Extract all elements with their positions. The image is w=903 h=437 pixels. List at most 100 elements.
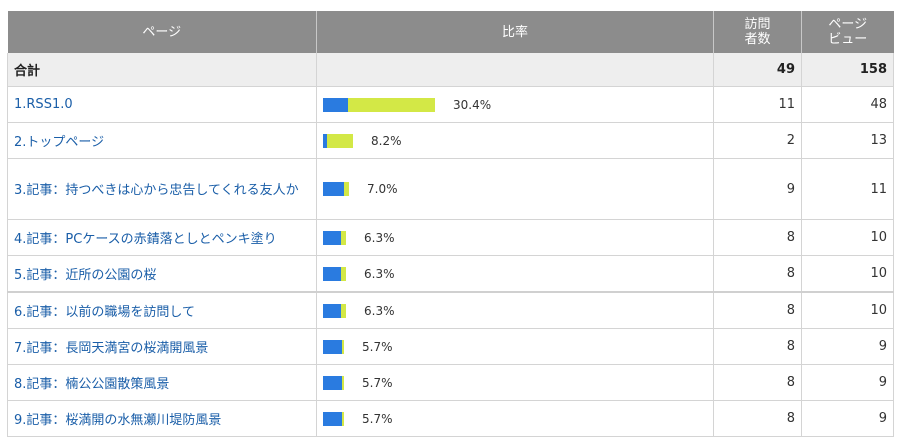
page-link[interactable]: 4.記事：PCケースの赤錆落としとペンキ塗り <box>14 232 277 247</box>
column-header-pageviews[interactable]: ページ ビュー <box>801 11 894 53</box>
column-header-visitors-line1: 訪問 <box>744 17 771 32</box>
pageviews-cell: 11 <box>801 158 894 220</box>
page-stats-table: ページ 比率 訪問 者数 ページ ビュー 合計 49 158 1.RSS1.0 3… <box>7 11 894 437</box>
rate-bar <box>323 375 344 390</box>
visitors-cell: 8 <box>713 328 802 365</box>
visitors-cell: 8 <box>713 400 802 437</box>
rate-percent: 6.3% <box>364 266 395 281</box>
page-link[interactable]: 1.RSS1.0 <box>14 97 73 112</box>
pageviews-cell: 10 <box>801 291 894 329</box>
rate-bar-visits <box>323 182 344 196</box>
rate-bar-visits <box>323 133 327 148</box>
total-pageviews: 158 <box>801 53 894 87</box>
rate-bar-views <box>341 266 346 281</box>
page-link[interactable]: 7.記事：長岡天満宮の桜満開風景 <box>14 341 209 356</box>
rate-bar-visits <box>323 266 341 281</box>
table-header-row: ページ 比率 訪問 者数 ページ ビュー <box>7 11 894 53</box>
pageviews-cell: 48 <box>801 86 894 123</box>
page-cell: 4.記事：PCケースの赤錆落としとペンキ塗り <box>7 219 317 256</box>
rate-bar-views <box>342 411 344 426</box>
table-row: 2.トップページ 8.2% 2 13 <box>7 122 894 159</box>
rate-bar-views <box>341 230 346 245</box>
page-link[interactable]: 5.記事：近所の公園の桜 <box>14 268 157 283</box>
rate-percent: 8.2% <box>371 133 402 148</box>
table-row: 5.記事：近所の公園の桜 6.3% 8 10 <box>7 255 894 293</box>
table-row: 3.記事：持つべきは心から忠告してくれる友人か 7.0% 9 11 <box>7 158 894 220</box>
table-row: 6.記事：以前の職場を訪問して 6.3% 8 10 <box>7 291 894 329</box>
column-header-pageviews-line1: ページ <box>828 17 868 32</box>
rate-percent: 6.3% <box>364 230 395 245</box>
rate-bar <box>323 182 349 196</box>
rate-bar-visits <box>323 339 342 354</box>
page-cell: 9.記事：桜満開の水無瀬川堤防風景 <box>7 400 317 437</box>
rate-bar-views <box>342 339 344 354</box>
rate-bar <box>323 339 344 354</box>
rate-cell: 6.3% <box>316 219 714 256</box>
rate-cell: 6.3% <box>316 255 714 293</box>
pageviews-cell: 10 <box>801 255 894 293</box>
page-link[interactable]: 8.記事：楠公公園散策風景 <box>14 377 170 392</box>
rate-bar-visits <box>323 97 348 112</box>
rate-cell: 5.7% <box>316 328 714 365</box>
rate-bar <box>323 97 435 112</box>
column-header-pageviews-line2: ビュー <box>828 32 868 47</box>
page-cell: 7.記事：長岡天満宮の桜満開風景 <box>7 328 317 365</box>
total-label: 合計 <box>7 53 317 87</box>
rate-cell: 7.0% <box>316 158 714 220</box>
page-link[interactable]: 6.記事：以前の職場を訪問して <box>14 305 196 320</box>
total-rate <box>316 53 714 87</box>
column-header-visitors[interactable]: 訪問 者数 <box>713 11 802 53</box>
rate-bar <box>323 230 346 245</box>
page-link[interactable]: 9.記事：桜満開の水無瀬川堤防風景 <box>14 413 222 428</box>
rate-bar <box>323 411 344 426</box>
page-cell: 1.RSS1.0 <box>7 86 317 123</box>
column-header-rate[interactable]: 比率 <box>316 11 714 53</box>
rate-percent: 5.7% <box>362 411 393 426</box>
rate-percent: 5.7% <box>362 375 393 390</box>
rate-cell: 5.7% <box>316 400 714 437</box>
rate-bar-views <box>342 375 344 390</box>
total-row: 合計 49 158 <box>7 53 894 87</box>
page-cell: 8.記事：楠公公園散策風景 <box>7 364 317 401</box>
pageviews-cell: 9 <box>801 400 894 437</box>
rate-percent: 5.7% <box>362 339 393 354</box>
rate-bar-visits <box>323 303 341 318</box>
rate-bar-visits <box>323 411 342 426</box>
rate-bar-views <box>344 182 349 196</box>
page-cell: 3.記事：持つべきは心から忠告してくれる友人か <box>7 158 317 220</box>
page-cell: 6.記事：以前の職場を訪問して <box>7 291 317 329</box>
rate-bar-views <box>348 97 435 112</box>
table-row: 8.記事：楠公公園散策風景 5.7% 8 9 <box>7 364 894 401</box>
visitors-cell: 8 <box>713 219 802 256</box>
pageviews-cell: 9 <box>801 364 894 401</box>
pageviews-cell: 9 <box>801 328 894 365</box>
column-header-visitors-line2: 者数 <box>744 32 771 47</box>
visitors-cell: 8 <box>713 364 802 401</box>
visitors-cell: 11 <box>713 86 802 123</box>
visitors-cell: 9 <box>713 158 802 220</box>
rate-bar-views <box>341 303 346 318</box>
pageviews-cell: 13 <box>801 122 894 159</box>
rate-cell: 5.7% <box>316 364 714 401</box>
page-cell: 2.トップページ <box>7 122 317 159</box>
table-row: 9.記事：桜満開の水無瀬川堤防風景 5.7% 8 9 <box>7 400 894 437</box>
rate-cell: 30.4% <box>316 86 714 123</box>
rate-cell: 8.2% <box>316 122 714 159</box>
pageviews-cell: 10 <box>801 219 894 256</box>
table-row: 4.記事：PCケースの赤錆落としとペンキ塗り 6.3% 8 10 <box>7 219 894 256</box>
rate-bar-visits <box>323 375 342 390</box>
page-link[interactable]: 3.記事：持つべきは心から忠告してくれる友人か <box>14 182 299 198</box>
visitors-cell: 8 <box>713 291 802 329</box>
rate-percent: 7.0% <box>367 182 398 196</box>
rate-bar <box>323 266 346 281</box>
page-cell: 5.記事：近所の公園の桜 <box>7 255 317 293</box>
rate-bar <box>323 303 346 318</box>
rate-bar-views <box>327 133 353 148</box>
column-header-page[interactable]: ページ <box>7 11 317 53</box>
rate-percent: 6.3% <box>364 303 395 318</box>
table-row: 7.記事：長岡天満宮の桜満開風景 5.7% 8 9 <box>7 328 894 365</box>
rate-percent: 30.4% <box>453 97 492 112</box>
table-row: 1.RSS1.0 30.4% 11 48 <box>7 86 894 123</box>
page-link[interactable]: 2.トップページ <box>14 135 105 150</box>
visitors-cell: 8 <box>713 255 802 293</box>
